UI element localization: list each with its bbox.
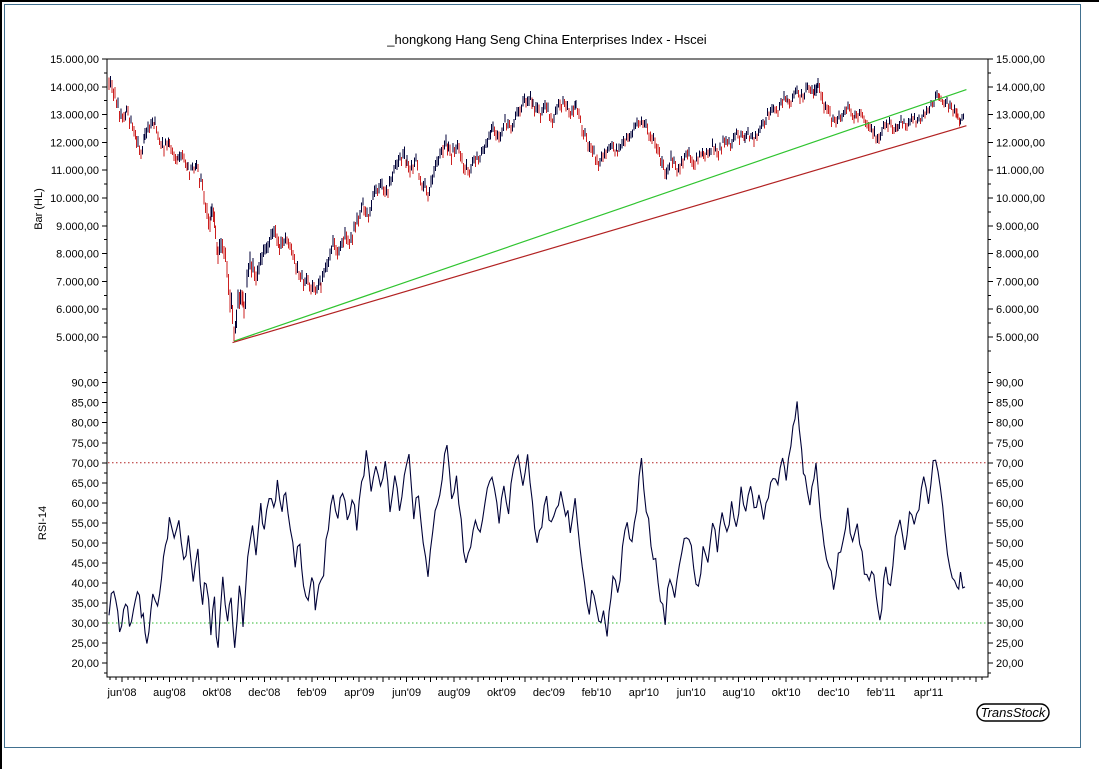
rsi-tick-label-right: 90,00 [996, 378, 1024, 390]
x-tick-label: aug'10 [722, 687, 755, 699]
rsi-axis-title: RSI-14 [37, 506, 49, 540]
price-tick-label-left: 5.000,00 [56, 332, 99, 344]
x-tick-label: feb'10 [582, 687, 612, 699]
x-tick-label: okt'08 [202, 687, 231, 699]
rsi-tick-label-right: 50,00 [996, 538, 1024, 550]
price-tick-label-right: 12.000,00 [996, 137, 1045, 149]
x-tick-label: aug'09 [438, 687, 471, 699]
x-tick-label: dec'10 [818, 687, 850, 699]
rsi-tick-label-left: 50,00 [71, 538, 99, 550]
support-line-red [232, 125, 967, 344]
price-tick-label-left: 15.000,00 [50, 54, 99, 66]
price-tick-label-left: 9.000,00 [56, 221, 99, 233]
rsi-tick-label-left: 20,00 [71, 658, 99, 670]
support-line-green [233, 89, 967, 342]
x-tick-label: feb'09 [297, 687, 327, 699]
rsi-tick-label-right: 45,00 [996, 558, 1024, 570]
price-tick-label-left: 11.000,00 [51, 165, 99, 177]
price-hl-bars [108, 76, 965, 341]
price-tick-label-left: 8.000,00 [56, 249, 99, 261]
price-tick-label-left: 14.000,00 [50, 82, 99, 94]
rsi-tick-label-right: 80,00 [996, 418, 1024, 430]
rsi-tick-label-right: 35,00 [996, 598, 1024, 610]
x-tick-label: okt'09 [487, 687, 516, 699]
rsi-tick-label-left: 35,00 [71, 598, 99, 610]
x-tick-label: apr'11 [914, 687, 943, 699]
x-tick-label: jun'08 [106, 687, 136, 699]
rsi-tick-label-left: 90,00 [71, 378, 99, 390]
price-axis-title: Bar (HL) [33, 188, 45, 230]
rsi-tick-label-right: 20,00 [996, 658, 1024, 670]
plot-frame [106, 58, 989, 678]
x-tick-label: aug'08 [153, 687, 186, 699]
rsi-tick-label-left: 85,00 [71, 398, 99, 410]
chart-title: _hongkong Hang Seng China Enterprises In… [386, 32, 707, 47]
x-tick-label: dec'09 [533, 687, 565, 699]
x-tick-label: apr'09 [344, 687, 374, 699]
price-tick-label-left: 12.000,00 [50, 137, 99, 149]
x-tick-labels: jun'08 aug'08 okt'08 dec'08 feb'09 apr'09 jun'… [106, 687, 943, 699]
price-tick-label-right: 15.000,00 [996, 54, 1045, 66]
rsi-tick-label-right: 55,00 [996, 518, 1024, 530]
rsi-tick-label-left: 40,00 [71, 578, 99, 590]
rsi-tick-label-right: 70,00 [996, 458, 1024, 470]
rsi-tick-label-left: 45,00 [71, 558, 99, 570]
rsi-tick-label-left: 65,00 [71, 478, 99, 490]
price-tick-label-right: 11.000,00 [996, 165, 1044, 177]
rsi-tick-label-left: 75,00 [71, 438, 99, 450]
price-tick-label-right: 9.000,00 [996, 221, 1039, 233]
rsi-tick-label-right: 85,00 [996, 398, 1024, 410]
rsi-line [108, 401, 966, 648]
x-tick-label: jun'09 [391, 687, 421, 699]
price-tick-label-right: 5.000,00 [996, 332, 1039, 344]
price-tick-label-right: 13.000,00 [996, 110, 1045, 122]
x-tick-label: jun'10 [676, 687, 706, 699]
price-tick-label-right: 7.000,00 [996, 276, 1039, 288]
x-tick-label: okt'10 [772, 687, 801, 699]
rsi-tick-label-left: 60,00 [71, 498, 99, 510]
rsi-tick-label-right: 25,00 [996, 638, 1024, 650]
x-tick-label: dec'08 [248, 687, 280, 699]
rsi-tick-label-left: 30,00 [71, 618, 99, 630]
price-tick-label-right: 6.000,00 [996, 304, 1039, 316]
rsi-tick-label-right: 65,00 [996, 478, 1024, 490]
rsi-tick-label-left: 55,00 [71, 518, 99, 530]
transstock-badge: TransStock [976, 703, 1050, 722]
axis-ticks [102, 58, 993, 682]
rsi-threshold-lines [108, 462, 987, 624]
rsi-tick-label-right: 40,00 [996, 578, 1024, 590]
price-tick-label-right: 14.000,00 [996, 82, 1045, 94]
price-tick-label-left: 7.000,00 [56, 276, 99, 288]
rsi-tick-label-left: 25,00 [71, 638, 99, 650]
trendlines [232, 89, 967, 344]
price-tick-label-right: 10.000,00 [996, 193, 1045, 205]
rsi-tick-label-right: 75,00 [996, 438, 1024, 450]
x-tick-label: feb'11 [867, 687, 896, 699]
price-tick-label-right: 8.000,00 [996, 249, 1039, 261]
x-tick-label: apr'10 [629, 687, 659, 699]
rsi-tick-label-left: 80,00 [71, 418, 99, 430]
rsi-tick-label-right: 30,00 [996, 618, 1024, 630]
price-tick-label-left: 10.000,00 [50, 193, 99, 205]
price-tick-label-left: 6.000,00 [56, 304, 99, 316]
y-tick-labels: 15.000,00 15.000,00 14.000,00 14.000,00 13.0… [50, 54, 1045, 670]
rsi-tick-label-right: 60,00 [996, 498, 1024, 510]
price-tick-label-left: 13.000,00 [50, 110, 99, 122]
rsi-tick-label-left: 70,00 [71, 458, 99, 470]
transstock-badge-label: TransStock [981, 705, 1047, 720]
